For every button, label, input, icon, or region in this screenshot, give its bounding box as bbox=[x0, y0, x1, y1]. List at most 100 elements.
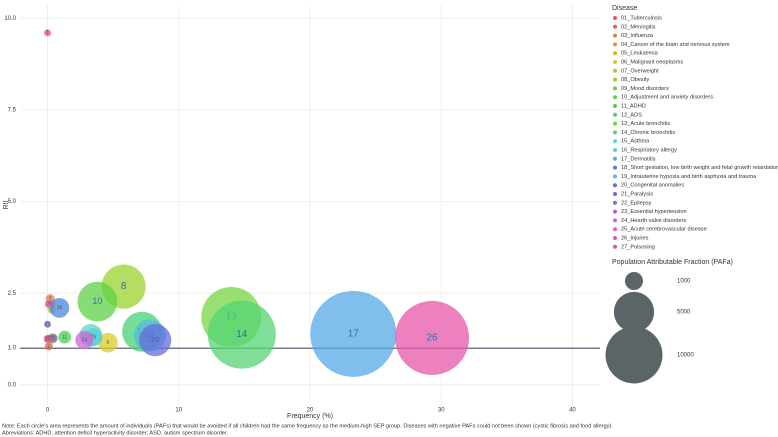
legend-swatch bbox=[613, 51, 617, 56]
legend-swatch bbox=[613, 42, 617, 47]
legend-swatch bbox=[613, 148, 617, 152]
legend-label: 17_Dermatitis bbox=[621, 156, 656, 162]
legend-swatch bbox=[613, 130, 617, 135]
legend-swatch bbox=[613, 86, 617, 91]
legend-label: 11_ADHD bbox=[621, 103, 646, 109]
legend-label: 20_Congenital anomalies bbox=[621, 183, 684, 189]
bubble bbox=[44, 342, 53, 351]
legend-swatch bbox=[613, 165, 617, 170]
bubble-label: 8 bbox=[121, 281, 127, 292]
legend-swatch bbox=[613, 174, 617, 179]
legend-swatch bbox=[613, 139, 617, 144]
x-tick-label: 10 bbox=[175, 408, 182, 414]
legend-swatch bbox=[613, 183, 617, 188]
legend-swatch bbox=[613, 95, 617, 100]
bubble bbox=[139, 324, 172, 357]
legend-label: 10_Adjustment and anxiety disorders bbox=[621, 95, 713, 101]
legend-swatch bbox=[613, 16, 617, 20]
legend-label: 08_Obesity bbox=[621, 77, 649, 83]
legend-label: 07_Overweight bbox=[621, 68, 659, 74]
bubble-label: 10 bbox=[92, 296, 102, 306]
size-legend-title: Population Attributable Fraction (PAFa) bbox=[612, 259, 733, 266]
size-legend-circle bbox=[613, 291, 655, 333]
x-tick-label: 0 bbox=[46, 408, 50, 414]
legend-swatch bbox=[613, 68, 617, 73]
legend-label: 16_Respiratory allergy bbox=[621, 147, 677, 153]
y-axis-label: RII bbox=[3, 200, 10, 209]
bubble bbox=[58, 330, 71, 344]
bubble bbox=[44, 320, 52, 328]
legend-title: Disease bbox=[612, 5, 637, 12]
bubble bbox=[207, 300, 276, 369]
note: Note: Each circle's area represents the … bbox=[2, 423, 613, 429]
legend-label: 27_Poisoning bbox=[621, 244, 655, 250]
legend-label: 21_Paralysis bbox=[621, 191, 653, 197]
bubble bbox=[44, 29, 52, 37]
legend-swatch bbox=[613, 121, 617, 126]
x-tick-label: 40 bbox=[569, 408, 576, 414]
bubble-label: 3 bbox=[49, 296, 52, 302]
legend-label: 09_Mood disorders bbox=[621, 86, 669, 92]
bubble-label: 22 bbox=[50, 336, 56, 342]
note: Abreviations: ADHD, attention deficit hy… bbox=[2, 430, 228, 436]
legend-label: 12_ADS bbox=[621, 112, 642, 118]
y-tick-label: 10.0 bbox=[4, 16, 16, 22]
legend-label: 25_Acute cerebrovascular disease bbox=[621, 227, 707, 233]
legend-label: 23_Essential hypertension bbox=[621, 209, 687, 215]
x-tick-label: 20 bbox=[307, 408, 314, 414]
size-legend-label: 10000 bbox=[677, 353, 694, 359]
bubble-label: 6 bbox=[107, 340, 110, 346]
bubble-label: 21 bbox=[45, 322, 51, 328]
legend-label: 06_Malignant neoplasms bbox=[621, 59, 683, 65]
legend-swatch bbox=[613, 77, 617, 82]
bubble-label: 26 bbox=[426, 333, 438, 344]
legend-label: 18_Short gestation, low birth weight and… bbox=[621, 165, 778, 171]
legend-swatch bbox=[613, 227, 617, 232]
legend-label: 01_Tuberculosis bbox=[621, 15, 662, 21]
y-tick-label: 2.5 bbox=[8, 291, 17, 297]
legend-swatch bbox=[613, 209, 617, 214]
legend-swatch bbox=[613, 112, 617, 117]
size-legend-label: 5000 bbox=[677, 310, 691, 316]
bubble-label: 16 bbox=[91, 335, 97, 341]
bubble bbox=[44, 300, 53, 309]
bubble-label: 18 bbox=[57, 305, 63, 311]
y-tick-label: 5.0 bbox=[8, 199, 17, 205]
legend-label: 24_Hearth valve disorders bbox=[621, 218, 686, 224]
size-legend-label: 1000 bbox=[677, 279, 691, 285]
bubble-label: 1 bbox=[46, 30, 49, 36]
bubble bbox=[77, 281, 118, 322]
bubble-label: 2 bbox=[47, 344, 50, 350]
legend-label: 13_Acute bronchitis bbox=[621, 121, 670, 127]
legend-swatch bbox=[613, 236, 617, 240]
legend-label: 03_Influenza bbox=[621, 33, 654, 39]
legend-label: 19_Intrauterine hypoxia and birth asphyx… bbox=[621, 174, 757, 180]
legend-swatch bbox=[613, 33, 617, 38]
bubble-label: 11 bbox=[62, 335, 67, 341]
bubble bbox=[310, 290, 397, 377]
legend-label: 02_Meningitis bbox=[621, 24, 656, 30]
legend-swatch bbox=[613, 104, 617, 108]
bubble bbox=[75, 331, 94, 350]
bubble-label: 17 bbox=[348, 329, 360, 340]
bubble-label: 25 bbox=[46, 302, 52, 308]
y-tick-label: 7.5 bbox=[8, 107, 17, 113]
bubble-label: 27 bbox=[45, 336, 51, 342]
legend-label: 14_Chronic bronchitis bbox=[621, 130, 675, 136]
legend-swatch bbox=[613, 60, 617, 64]
legend-swatch bbox=[613, 200, 617, 205]
size-legend-circle bbox=[605, 326, 663, 384]
bubble bbox=[49, 297, 70, 318]
legend-swatch bbox=[613, 218, 617, 223]
bubble bbox=[98, 332, 118, 353]
legend-swatch bbox=[613, 156, 617, 161]
bubble-label: 14 bbox=[236, 329, 248, 340]
bubble-label: 24 bbox=[82, 337, 88, 343]
size-legend-circle bbox=[625, 272, 643, 290]
bubble-label: 20 bbox=[151, 335, 159, 344]
legend-label: 26_Injuries bbox=[621, 235, 649, 241]
legend-label: 22_Epilepsy bbox=[621, 200, 652, 206]
bubble bbox=[43, 334, 52, 344]
bubble bbox=[395, 300, 470, 375]
